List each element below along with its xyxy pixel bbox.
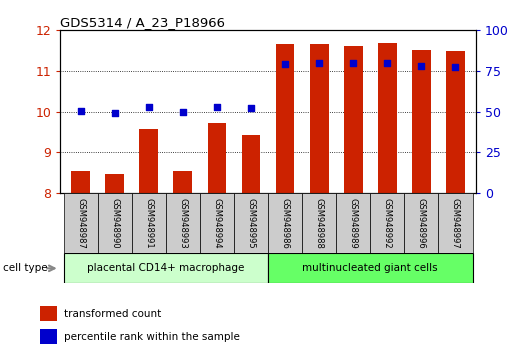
Bar [438,193,472,253]
Point [144,105,153,110]
Point [315,61,323,66]
Bar [446,51,465,193]
Bar [64,193,98,253]
Bar [174,171,192,193]
Bar [105,174,124,193]
Point [213,104,221,109]
Bar [166,193,200,253]
Point [281,62,289,67]
Text: placental CD14+ macrophage: placental CD14+ macrophage [87,263,244,273]
Bar [404,193,438,253]
Bar [208,123,226,193]
Bar [40,307,57,321]
Text: GDS5314 / A_23_P18966: GDS5314 / A_23_P18966 [60,16,225,29]
Text: multinucleated giant cells: multinucleated giant cells [302,263,438,273]
Point [179,109,187,114]
Bar [200,193,234,253]
Text: GSM948991: GSM948991 [144,198,153,249]
Bar [40,330,57,344]
Text: GSM948989: GSM948989 [349,198,358,249]
Bar [378,43,396,193]
Bar [268,253,472,283]
Point [247,105,255,111]
Point [417,63,426,69]
Text: transformed count: transformed count [64,309,161,319]
Point [110,110,119,116]
Bar [276,44,294,193]
Text: GSM948994: GSM948994 [212,198,221,249]
Text: percentile rank within the sample: percentile rank within the sample [64,332,240,342]
Bar [302,193,336,253]
Text: GSM948990: GSM948990 [110,198,119,249]
Bar [344,46,362,193]
Point [383,60,392,65]
Bar [336,193,370,253]
Text: GSM948987: GSM948987 [76,198,85,249]
Text: GSM948996: GSM948996 [417,198,426,249]
Point [349,61,357,66]
Bar [98,193,132,253]
Bar [234,193,268,253]
Text: GSM948995: GSM948995 [246,198,256,249]
Point [451,64,460,69]
Text: GSM948992: GSM948992 [383,198,392,249]
Bar [132,193,166,253]
Text: cell type: cell type [3,263,47,273]
Text: GSM948997: GSM948997 [451,198,460,249]
Text: GSM948993: GSM948993 [178,198,187,249]
Bar [310,44,328,193]
Text: GSM948986: GSM948986 [280,198,290,249]
Text: GSM948988: GSM948988 [315,198,324,249]
Bar [370,193,404,253]
Bar [412,50,431,193]
Bar [242,135,260,193]
Bar [64,253,268,283]
Bar [71,171,90,193]
Bar [140,129,158,193]
Bar [268,193,302,253]
Point [76,108,85,114]
